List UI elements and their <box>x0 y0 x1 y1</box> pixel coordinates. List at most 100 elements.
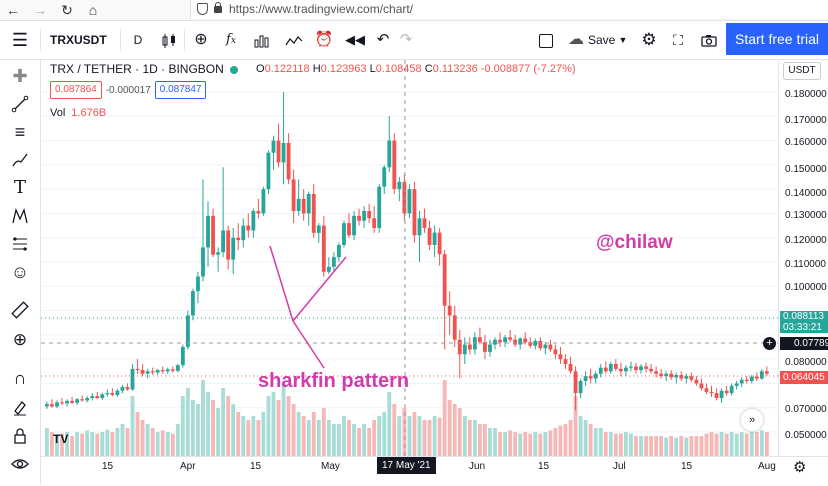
lock-drawing-icon[interactable] <box>8 396 32 420</box>
volume-bar <box>65 432 69 456</box>
fullscreen-icon[interactable]: ⛶ <box>673 32 683 48</box>
brush-icon[interactable] <box>8 148 32 172</box>
cloud-icon[interactable]: ☁ <box>568 31 584 48</box>
time-tick: 15 <box>538 461 550 472</box>
volume-bar <box>639 436 643 456</box>
candle-body <box>201 247 205 277</box>
volume-bar <box>397 416 402 456</box>
chart-pane[interactable] <box>41 60 778 456</box>
url-text[interactable]: https://www.tradingview.com/chart/ <box>229 2 414 16</box>
address-bar[interactable]: https://www.tradingview.com/chart/ <box>190 0 828 19</box>
candle <box>55 400 59 409</box>
home-icon[interactable]: ⌂ <box>88 2 98 18</box>
currency-button[interactable]: USDT <box>783 62 821 80</box>
emoji-icon[interactable]: ☺ <box>10 262 30 282</box>
high-key: H <box>312 63 321 75</box>
candle <box>553 344 558 360</box>
buy-price[interactable]: 0.087847 <box>154 81 207 99</box>
add-alert-icon[interactable]: + <box>763 337 776 350</box>
zoom-in-icon[interactable]: ⊕ <box>12 330 28 349</box>
volume-bar <box>231 404 236 456</box>
save-button[interactable]: Save <box>588 33 616 47</box>
reload-icon[interactable]: ↻ <box>61 2 73 18</box>
time-tick: 15 <box>250 461 262 472</box>
candle <box>347 213 351 238</box>
undo-icon[interactable]: ↶ <box>376 31 390 48</box>
candle <box>286 133 291 185</box>
chevron-down-icon[interactable]: ▼ <box>618 35 628 45</box>
volume-bar <box>412 412 417 456</box>
ruler-icon[interactable] <box>8 298 32 322</box>
candle-body <box>251 211 256 231</box>
volume-bar <box>563 424 568 456</box>
candle-body <box>427 228 432 245</box>
trendline-icon[interactable] <box>8 92 32 116</box>
candle-body <box>206 215 210 248</box>
candle-body <box>135 368 140 371</box>
candle <box>387 116 392 173</box>
camera-icon[interactable] <box>698 21 720 59</box>
candle <box>422 208 427 233</box>
price-axis[interactable]: USDT 0.180000 0.170000 0.160000 0.150000… <box>763 60 828 456</box>
indicators-icon[interactable]: fx <box>226 32 236 47</box>
compare-icon[interactable]: ⊕ <box>194 31 208 48</box>
alert-icon[interactable]: ⏰ <box>314 31 334 48</box>
volume-bar <box>613 433 618 456</box>
templates-icon[interactable] <box>251 21 273 59</box>
sharkfin-drawing[interactable] <box>269 245 347 369</box>
fib-retracement-icon[interactable]: ≡ <box>14 122 26 142</box>
prediction-tool-icon[interactable] <box>8 232 32 256</box>
volume-bar <box>357 428 361 456</box>
annotation-sharkfin[interactable]: sharkfin pattern <box>258 370 410 392</box>
pattern-tool-icon[interactable] <box>8 204 32 228</box>
gear-icon[interactable]: ⚙ <box>641 30 657 49</box>
crosshair-icon[interactable]: ✚ <box>12 66 28 86</box>
candle-body <box>704 388 709 392</box>
magnet-icon[interactable]: ∩ <box>13 368 27 388</box>
volume-bar <box>60 433 64 456</box>
time-axis[interactable]: 15 Apr 15 May 17 May '21 Jun 15 Jul 15 A… <box>41 456 828 486</box>
candle <box>196 271 200 304</box>
volume-bar <box>427 420 432 456</box>
candle-body <box>221 230 226 253</box>
price-tick: 0.150000 <box>785 164 827 175</box>
candle-body <box>477 337 482 343</box>
volume-bar <box>568 420 573 456</box>
lock-icon[interactable] <box>8 424 32 448</box>
candle-body <box>367 211 372 219</box>
candle <box>301 189 306 221</box>
candle-body <box>382 167 387 187</box>
shield-icon[interactable] <box>197 3 208 15</box>
symbol-search-button[interactable]: TRXUSDT <box>50 33 107 47</box>
text-tool-icon[interactable]: T <box>13 177 26 198</box>
volume-bar <box>754 432 759 456</box>
price-chart[interactable] <box>41 60 778 456</box>
candle <box>689 372 694 383</box>
candle <box>337 242 341 262</box>
scroll-to-realtime-button[interactable]: » <box>741 409 763 431</box>
interval-button[interactable]: D <box>133 33 143 47</box>
menu-icon[interactable]: ☰ <box>11 30 29 50</box>
candle-body <box>196 276 200 292</box>
candle <box>125 383 130 391</box>
volume-bar <box>145 424 150 456</box>
start-free-trial-button[interactable]: Start free trial <box>726 23 828 55</box>
annotation-author[interactable]: @chilaw <box>596 232 673 253</box>
toolbar-divider <box>120 29 121 51</box>
layout-icon[interactable] <box>536 21 556 59</box>
sell-price[interactable]: 0.087864 <box>50 81 102 99</box>
candle-body <box>608 364 613 372</box>
lock-icon[interactable] <box>214 2 222 13</box>
eye-icon[interactable] <box>8 452 32 476</box>
chart-type-icon[interactable] <box>282 21 306 59</box>
redo-icon[interactable]: ↷ <box>399 31 413 48</box>
candle-style-icon[interactable] <box>157 21 181 59</box>
gear-icon[interactable]: ⚙ <box>793 459 807 476</box>
replay-icon[interactable]: ◀◀ <box>345 32 365 47</box>
back-icon[interactable]: ← <box>6 2 20 18</box>
tradingview-logo[interactable]: TV <box>53 432 69 446</box>
forward-icon[interactable]: → <box>33 2 47 18</box>
volume-bar <box>221 388 226 456</box>
candle <box>160 366 165 374</box>
candle <box>85 396 90 403</box>
